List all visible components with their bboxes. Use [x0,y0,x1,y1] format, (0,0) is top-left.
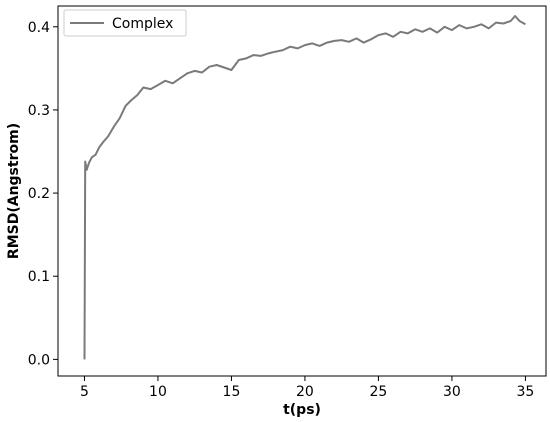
x-tick-label: 10 [149,384,167,400]
series-line-complex [83,15,526,360]
x-tick-label: 25 [370,384,388,400]
y-tick-label: 0.1 [28,269,50,285]
x-tick-label: 30 [443,384,461,400]
legend: Complex [63,9,187,37]
x-tick-label: 15 [223,384,241,400]
x-axis-label: t(ps) [283,402,321,418]
y-axis-label: RMSD(Angstrom) [6,123,22,259]
y-tick-label: 0.2 [28,186,50,202]
ticks-layer: 5 10 15 20 25 30 35 0.0 0.1 0.2 0.3 0.4 [28,20,535,400]
y-tick-label: 0.0 [28,352,50,368]
x-tick-label: 20 [296,384,314,400]
x-tick-label: 35 [517,384,535,400]
y-tick-label: 0.4 [28,20,50,36]
legend-box [63,9,187,37]
x-tick-label: 5 [80,384,89,400]
legend-label: Complex [112,16,173,32]
y-tick-label: 0.3 [28,103,50,119]
plot-frame [57,5,547,377]
plot-layer [83,15,526,360]
